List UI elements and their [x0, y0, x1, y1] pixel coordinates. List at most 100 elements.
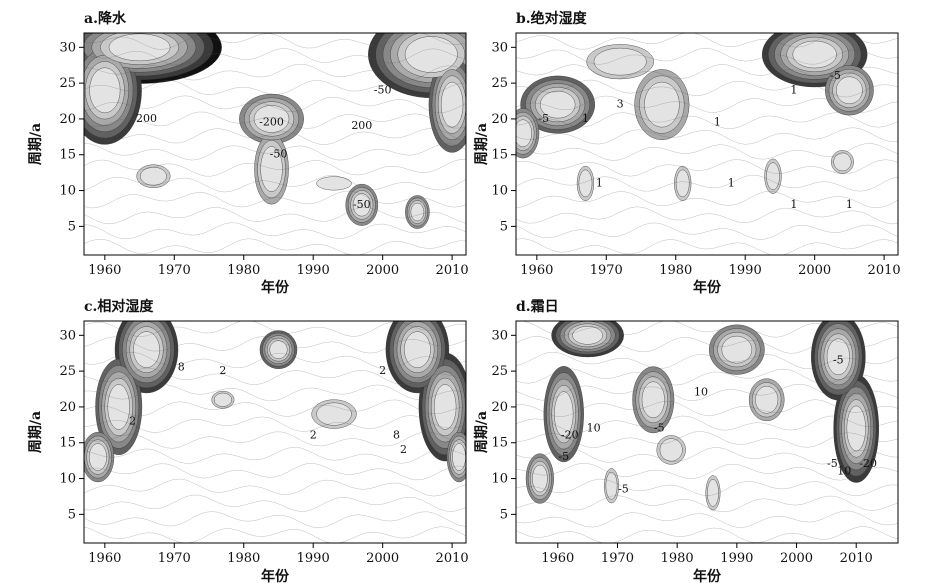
panel-c-ytick-label: 30 — [59, 328, 76, 343]
panel-c-contour-label: 2 — [379, 364, 386, 377]
panel-c-contour-line — [84, 367, 466, 385]
panel-a-contour-band — [352, 193, 371, 217]
panel-c-x-ticks: 1960 1970 1980 1990 2000 2010 — [88, 543, 469, 566]
panel-d-heatmap: -2010-5-510-5-510-20-5 — [516, 321, 898, 543]
panel-d-contour-line — [516, 384, 898, 401]
panel-b-xtick-label: 1990 — [729, 263, 762, 278]
panel-d-contour-band — [572, 326, 603, 345]
panel-d-ytick-label: 15 — [491, 436, 508, 451]
panel-d-contour-line — [516, 510, 898, 528]
panel-b-contour-line — [516, 174, 898, 192]
panel-d-contour-line — [516, 431, 898, 448]
panel-c-contour-label: 2 — [129, 414, 136, 427]
panel-a-ytick-label: 20 — [59, 112, 76, 127]
panel-b-contour-line — [516, 159, 898, 177]
panel-a-contour-band — [108, 33, 171, 62]
panel-c-xtick-label: 1970 — [158, 551, 191, 566]
panel-c-contour-line — [84, 336, 466, 354]
panel-b-contour-band — [578, 169, 593, 198]
panel-a-contour-labels: 200 -200 -50 200 -50 -50 — [136, 83, 392, 211]
panel-c-contour-line — [84, 352, 466, 370]
panel-c-ytick-label: 20 — [59, 400, 76, 415]
panel-c-ytick-label: 25 — [59, 364, 76, 379]
panel-b-xtick-label: 1980 — [659, 263, 692, 278]
panel-a-contour-band — [89, 67, 121, 114]
panel-c-contour-line — [84, 399, 466, 417]
panel-a-contour-label: -50 — [374, 83, 392, 96]
panel-a-xtick-label: 1960 — [88, 263, 121, 278]
panel-c-contour-label: 8 — [393, 429, 400, 442]
panel-b-contour-line — [516, 191, 898, 209]
panel-b-contour-band — [539, 90, 576, 119]
panel-a-xlabel: 年份 — [261, 279, 290, 296]
panel-b-contour-band — [833, 152, 852, 172]
panel-a-contour-line — [84, 175, 466, 193]
panel-c-contour-band — [404, 331, 431, 368]
panel-a-y-ticks: 5 10 15 20 25 30 — [59, 40, 84, 234]
panel-b-contour-label: 1 — [728, 176, 735, 189]
panel-d-ytick-label: 30 — [491, 328, 508, 343]
panel-d-contour-line — [516, 463, 898, 481]
panel-d-contour-line — [516, 368, 898, 386]
panel-b-contour-line — [516, 48, 898, 65]
panel-c-ytick-label: 15 — [59, 436, 76, 451]
panel-d-xtick-label: 2000 — [780, 551, 813, 566]
panel-d-contour-band — [755, 386, 779, 414]
panel-c-xlabel: 年份 — [261, 568, 290, 585]
panel-d-contour-band — [846, 405, 866, 452]
panel-b-contour-line — [516, 127, 898, 145]
panel-b-contour-band — [516, 119, 532, 147]
panel-d-xtick-label: 2010 — [840, 551, 873, 566]
panel-d-contour-label: -5 — [654, 421, 665, 434]
panel-d-contour-line — [516, 415, 898, 433]
panel-a-contour-line — [84, 63, 466, 81]
panel-a-contour-line — [84, 190, 466, 209]
panel-a-xtick-label: 2010 — [436, 263, 469, 278]
panel-b-contour-line — [516, 238, 898, 255]
panel-d-contour-band — [605, 471, 618, 500]
panel-a-ylabel: 周期/a — [28, 123, 44, 165]
panel-d-contour-band — [659, 438, 683, 462]
panel-d: d.霜日 -2010-5-510-5-510-20-5 1960 1970 1980… — [474, 298, 899, 585]
panel-c-contour-line — [84, 526, 466, 543]
panel-b-ytick-label: 30 — [491, 40, 508, 55]
panel-d-ytick-label: 10 — [491, 472, 508, 487]
panel-c-frame — [83, 320, 467, 544]
panel-a-xtick-label: 1970 — [158, 263, 191, 278]
panel-a-contour-line — [84, 159, 466, 177]
panel-c-contour-line — [84, 494, 466, 512]
panel-b-contour-line — [516, 143, 898, 161]
panel-a-title: a.降水 — [84, 10, 127, 27]
panel-b-frame — [515, 32, 899, 256]
panel-b-ytick-label: 25 — [491, 76, 508, 91]
panel-d-contour-line — [516, 352, 898, 369]
panel-b-contour-band — [766, 162, 780, 190]
panel-a-x-ticks: 1960 1970 1980 1990 2000 2010 — [88, 255, 469, 278]
panel-d-xtick-label: 1970 — [601, 551, 634, 566]
panel-d-xtick-label: 1990 — [720, 551, 753, 566]
panel-c-contour-band — [316, 402, 352, 426]
panel-c-contour-label: 2 — [310, 429, 317, 442]
panel-b-contour-label: 1 — [714, 116, 721, 129]
panel-d-contour-band — [721, 335, 753, 364]
panel-b-ylabel: 周期/a — [474, 123, 490, 165]
panel-d-ytick-label: 25 — [491, 364, 508, 379]
panel-d-ylabel: 周期/a — [474, 411, 490, 453]
panel-d-cells — [516, 321, 898, 543]
panel-d-contour-labels: -2010-5-510-5-510-20-5 — [558, 353, 877, 495]
panel-a-xtick-label: 1990 — [297, 263, 330, 278]
panel-c-contour-band — [107, 384, 130, 430]
panel-d-contour-line — [516, 321, 898, 338]
panel-d-contour-band — [532, 464, 548, 493]
panel-d-contour-band — [554, 391, 574, 437]
panel-a-contour-label: -200 — [259, 116, 284, 129]
panel-c-contour-line — [84, 511, 466, 528]
panel-d-y-ticks: 5 10 15 20 25 30 — [491, 328, 516, 522]
panel-d-contour-label: -5 — [558, 450, 569, 463]
panel-b-contour-label: -5 — [538, 112, 549, 125]
panel-c-contour-band — [434, 384, 457, 430]
panel-a-ytick-label: 25 — [59, 76, 76, 91]
panel-a-heatmap: 200 -200 -50 200 -50 -50 — [84, 33, 466, 255]
panel-b-contour-line — [516, 95, 898, 113]
